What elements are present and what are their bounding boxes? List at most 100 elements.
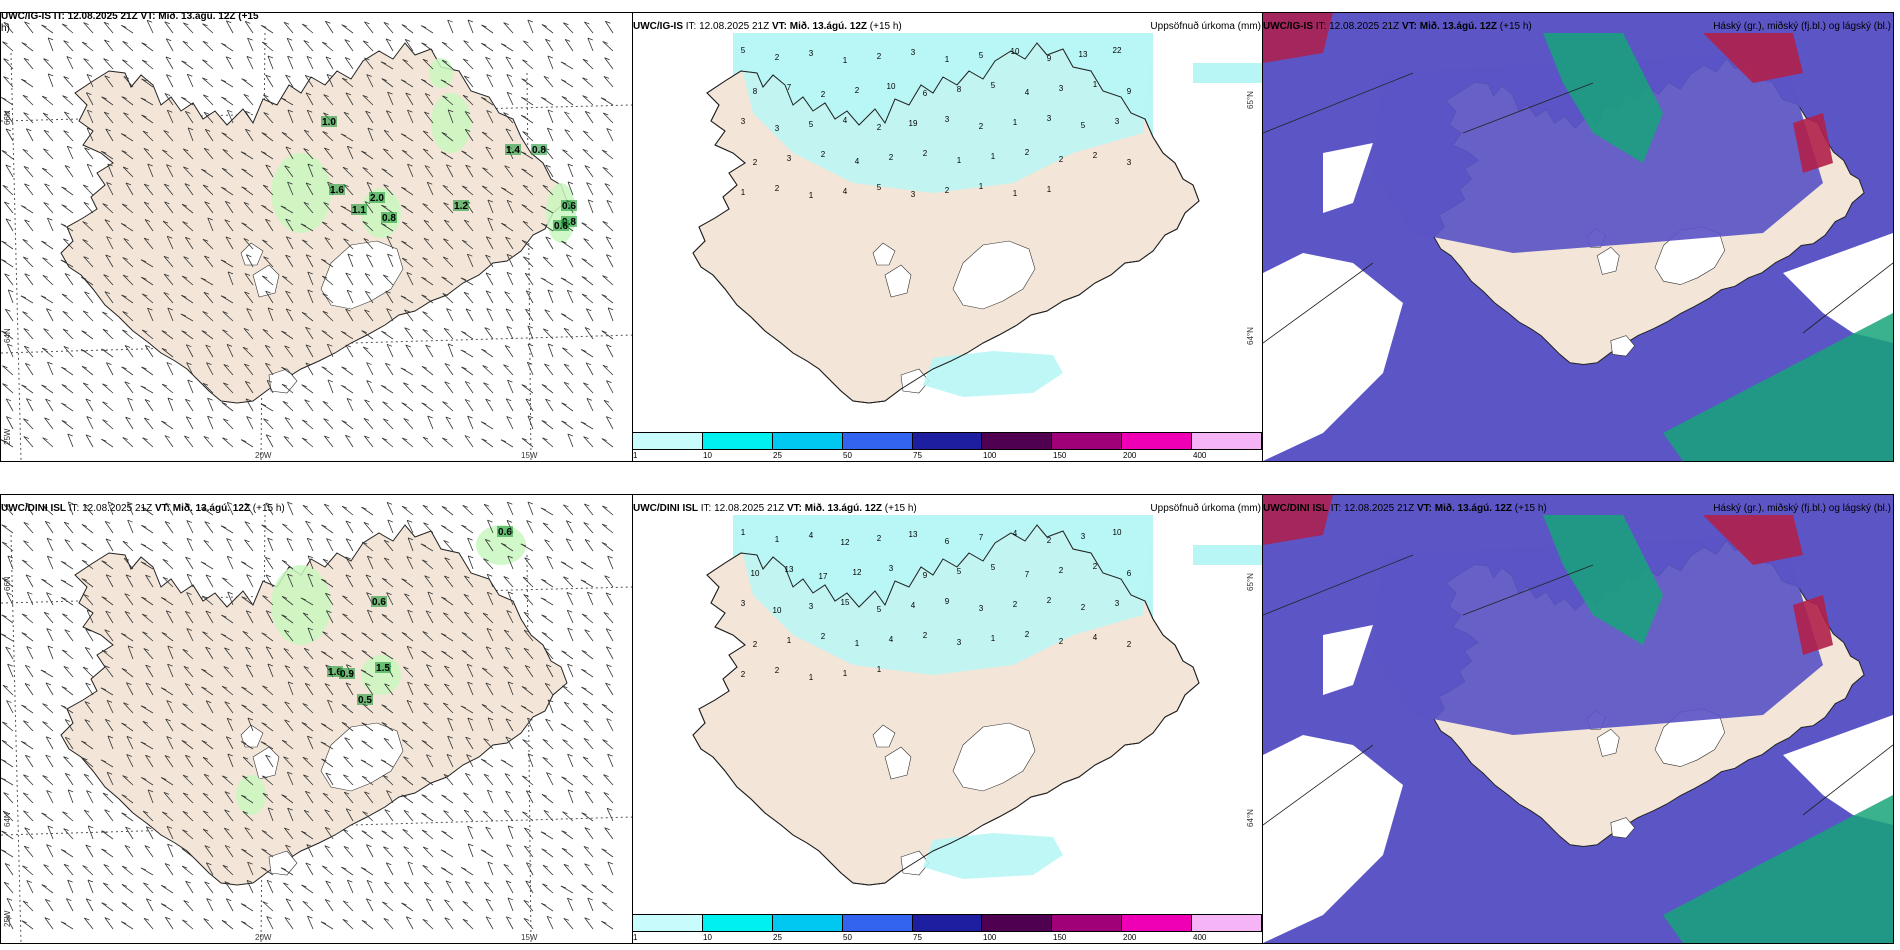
precip-value-label: 2 (1059, 155, 1064, 164)
wind-barb-flag (343, 238, 349, 242)
wind-barb (506, 74, 514, 88)
wind-barb (183, 256, 194, 268)
colorbar-tick-label: 75 (913, 933, 922, 942)
wind-barb-flag (521, 384, 527, 388)
wind-barb (324, 899, 334, 912)
wind-barb-flag (485, 146, 491, 150)
wind-barb-flag (181, 848, 187, 851)
wind-barb-flag (27, 591, 33, 595)
wind-barb-flag (161, 383, 168, 387)
precip-value-label: 2 (923, 149, 928, 158)
wind-barb (584, 917, 594, 930)
wind-barb (283, 756, 294, 768)
wind-barb (421, 794, 434, 804)
wind-barb-flag (447, 19, 453, 23)
wind-barb (506, 416, 514, 430)
wind-barb (265, 434, 274, 448)
precip-value-label: 9 (1047, 54, 1052, 63)
wind-barb-flag (261, 151, 267, 154)
wind-barb (584, 539, 594, 552)
wind-barb-flag (467, 253, 473, 257)
wind-barb-flag (3, 58, 9, 62)
wind-barb (582, 702, 594, 714)
wind-barb-flag (602, 221, 608, 224)
wind-barb-flag (221, 685, 228, 689)
wind-barb-flag (487, 573, 493, 577)
wind-barb (23, 58, 34, 70)
wind-barb-flag (567, 289, 573, 293)
wind-barb-flag (285, 74, 291, 78)
wind-barb (442, 185, 454, 196)
precip-value-label: 10 (1011, 47, 1020, 56)
wind-barb (121, 366, 134, 376)
wind-barb (320, 723, 334, 732)
precip-value-label: 2 (855, 86, 860, 95)
wind-barb (402, 829, 414, 840)
wind-barb-flag (266, 879, 273, 883)
wind-barb (205, 700, 214, 714)
wind-barb (584, 165, 594, 178)
wind-barb-flag (366, 254, 372, 258)
wind-barb (46, 790, 54, 804)
wind-barb-flag (302, 900, 309, 904)
wind-barb-flag (467, 537, 473, 541)
wind-barb-flag (265, 556, 271, 560)
wind-barb-flag (342, 595, 348, 599)
wind-barb (485, 236, 494, 250)
wind-barb-flag (63, 521, 70, 525)
wind-barb (461, 150, 474, 160)
wind-barb-flag (581, 222, 587, 226)
precip-value-label: 5 (991, 563, 996, 572)
wind-barb (44, 183, 54, 196)
wind-barb-flag (422, 311, 428, 315)
wind-barb-flag (121, 668, 128, 671)
wind-barb (541, 97, 554, 106)
wind-barb (143, 183, 154, 196)
wind-barb (181, 203, 194, 214)
wind-barb-flag (120, 133, 127, 136)
wind-barb-flag (2, 383, 8, 387)
wind-barb-flag (506, 398, 512, 402)
wind-barb (205, 646, 214, 660)
wind-barb (225, 56, 234, 70)
precip-area (1193, 545, 1263, 565)
wind-barb (305, 344, 314, 358)
wind-barb (23, 720, 34, 732)
wind-barb (523, 845, 534, 858)
wind-barb (322, 293, 334, 304)
wind-barb-flag (486, 74, 492, 77)
wind-barb-flag (262, 239, 268, 243)
wind-barb-flag (221, 919, 228, 923)
wind-barb-flag (365, 682, 371, 686)
wind-barb (7, 663, 14, 678)
wind-barb (483, 382, 494, 394)
wind-barb-flag (224, 881, 230, 885)
wind-barb-flag (601, 884, 607, 887)
wind-barb-flag (526, 790, 532, 794)
wind-barb-flag (162, 576, 169, 580)
wind-barb-flag (402, 221, 408, 225)
wind-barb-flag (522, 739, 528, 742)
wind-barb (124, 845, 134, 858)
wind-barb (246, 56, 254, 70)
wind-barb (381, 830, 394, 840)
wind-barb-flag (44, 417, 50, 421)
wind-barb-flag (500, 705, 507, 709)
wind-barb (425, 344, 434, 358)
wind-barb-flag (403, 382, 409, 386)
wind-barb-flag (266, 379, 273, 383)
wind-barb-flag (164, 273, 170, 277)
wind-barb (261, 41, 274, 52)
wind-barb (581, 613, 594, 624)
wind-barb (101, 830, 114, 840)
wind-barb (601, 294, 614, 304)
wind-barb (21, 559, 34, 570)
wind-barb-flag (244, 291, 250, 295)
wind-barb-flag (281, 330, 287, 334)
glacier (872, 724, 896, 748)
wind-barb-flag (465, 308, 472, 312)
wind-barb-flag (566, 254, 572, 258)
wind-barb-flag (241, 704, 247, 708)
wind-barb-flag (407, 609, 413, 613)
wind-barb (262, 901, 274, 912)
